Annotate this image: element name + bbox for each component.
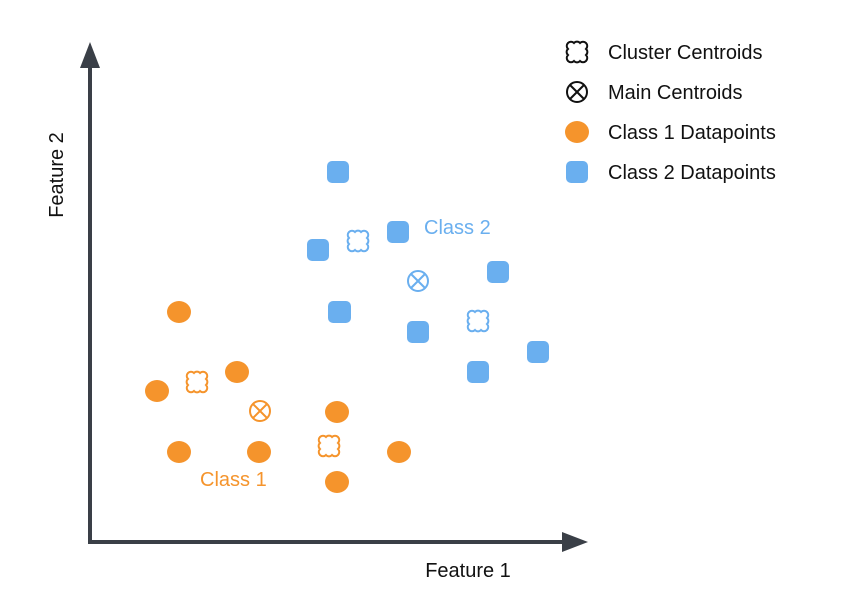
class2-datapoint (407, 321, 429, 343)
class1-datapoint (325, 401, 349, 423)
y-axis-arrow-icon (80, 42, 100, 68)
legend-item-class1-datapoints: Class 1 Datapoints (565, 121, 776, 144)
cluster-centroid-icon (466, 309, 490, 333)
class2-datapoint (387, 221, 409, 243)
legend-item-cluster-centroids: Cluster Centroids (565, 40, 763, 64)
legend-label: Cluster Centroids (608, 42, 763, 64)
class1-datapoint (167, 301, 191, 323)
y-axis-label: Feature 2 (46, 132, 68, 218)
class2-datapoint (307, 239, 329, 261)
main-centroids (249, 270, 429, 422)
class2-datapoints (307, 161, 549, 383)
main-centroid-icon (249, 400, 271, 422)
class2-datapoint (527, 341, 549, 363)
cluster-centroid-icon (317, 434, 341, 458)
legend-label: Main Centroids (608, 82, 743, 104)
class1-datapoint (167, 441, 191, 463)
class1-datapoint (145, 380, 169, 402)
legend-label: Class 2 Datapoints (608, 162, 776, 184)
class2-datapoint (328, 301, 351, 323)
legend-label: Class 1 Datapoints (608, 122, 776, 144)
x-axis-arrow-icon (562, 532, 588, 552)
class2-datapoint (467, 361, 489, 383)
class2-datapoint-icon (566, 161, 588, 183)
class1-datapoints (145, 301, 411, 493)
class1-datapoint (247, 441, 271, 463)
class1-datapoint (387, 441, 411, 463)
class2-datapoint (487, 261, 509, 283)
axes: Feature 1 Feature 2 (46, 42, 588, 582)
legend-item-class2-datapoints: Class 2 Datapoints (566, 161, 776, 184)
class1-datapoint (325, 471, 349, 493)
class2-label: Class 2 (424, 217, 491, 239)
legend: Cluster Centroids Main Centroids Class 1… (565, 40, 776, 184)
cluster-centroid-icon (185, 370, 209, 394)
class1-label: Class 1 (200, 469, 267, 491)
main-centroid-icon (566, 81, 588, 103)
cluster-centroid-icon (565, 40, 589, 64)
cluster-centroid-icon (346, 229, 370, 253)
class1-datapoint-icon (565, 121, 589, 143)
class2-datapoint (327, 161, 349, 183)
x-axis-label: Feature 1 (425, 560, 511, 582)
legend-item-main-centroids: Main Centroids (566, 81, 743, 104)
main-centroid-icon (407, 270, 429, 292)
class1-datapoint (225, 361, 249, 383)
